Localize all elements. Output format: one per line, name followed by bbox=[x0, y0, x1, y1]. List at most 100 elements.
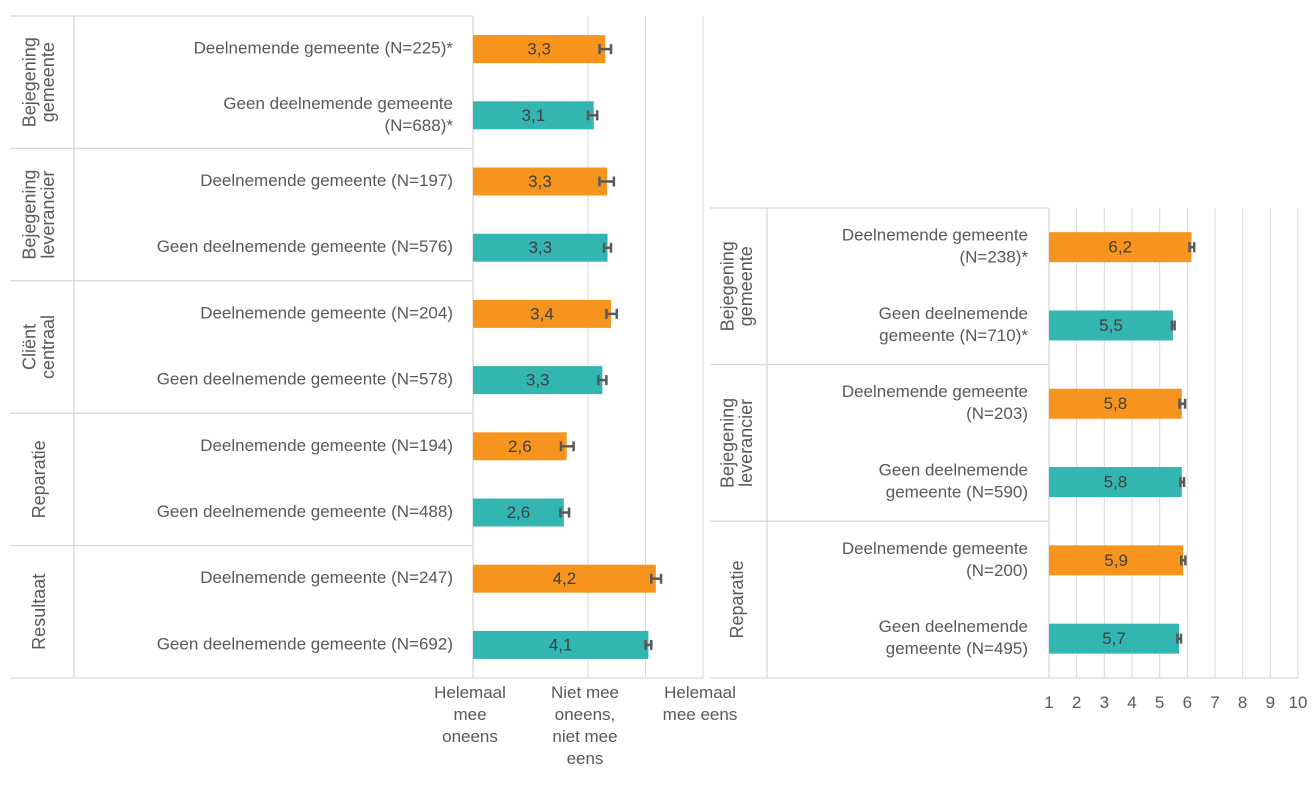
chart2-tick-label: 9 bbox=[1266, 693, 1275, 712]
chart2-category-label-line: gemeente (N=590) bbox=[886, 483, 1028, 502]
chart2-category-label-line: Deelnemende gemeente bbox=[842, 539, 1028, 558]
chart2-group-label: Bejegeninggemeente bbox=[717, 241, 756, 331]
chart1-group-label: Cliëntcentraal bbox=[19, 315, 58, 379]
chart1-category-label-line: Deelnemende gemeente (N=204) bbox=[200, 303, 453, 322]
chart1-bar bbox=[473, 498, 564, 527]
chart1-bar bbox=[473, 167, 607, 196]
chart2-data-label: 5,8 bbox=[1104, 394, 1128, 413]
chart1-group-label: Bejegeninggemeente bbox=[19, 37, 58, 127]
chart1-category-label-line: Geen deelnemende gemeente (N=576) bbox=[157, 237, 453, 256]
chart1-tick-label: Niet mee oneens, niet mee eens bbox=[551, 683, 619, 768]
chart1-tick-label-line: Helemaal bbox=[664, 683, 736, 702]
chart1-group-label-line: Bejegening bbox=[19, 37, 39, 127]
chart1-tick-label-line: mee bbox=[453, 705, 486, 724]
chart2-group-label-line: gemeente bbox=[736, 246, 756, 326]
chart1-tick-label-line: oneens bbox=[442, 727, 498, 746]
chart1-category-label: Geen deelnemende gemeente (N=692) bbox=[157, 634, 453, 653]
chart1-group-label: Reparatie bbox=[29, 440, 49, 518]
chart2-bar bbox=[1049, 310, 1173, 341]
chart2-category-label-line: (N=238)* bbox=[959, 248, 1028, 267]
chart1-tick-label: Helemaal mee oneens bbox=[434, 683, 506, 746]
chart1-category-label: Geen deelnemende gemeente (N=576) bbox=[157, 237, 453, 256]
chart2-category-label: Geen deelnemende gemeente (N=495) bbox=[879, 617, 1028, 658]
chart1-data-label: 4,1 bbox=[549, 635, 573, 654]
chart1-category-label: Geen deelnemende gemeente (N=688)* bbox=[223, 94, 453, 135]
chart1-tick-label: Helemaal mee eens bbox=[663, 683, 738, 724]
chart2-group-label-line: Reparatie bbox=[727, 560, 747, 638]
chart1-data-label: 3,3 bbox=[528, 238, 552, 257]
chart2-tick-label: 1 bbox=[1044, 693, 1053, 712]
chart1-bar bbox=[473, 432, 567, 461]
chart2-tick-label: 5 bbox=[1155, 693, 1164, 712]
chart1-data-label: 3,3 bbox=[528, 172, 552, 191]
chart2-group-label-line: leverancier bbox=[736, 399, 756, 487]
chart2-tick-label: 4 bbox=[1127, 693, 1136, 712]
chart2-tick-label: 6 bbox=[1183, 693, 1192, 712]
chart1-category-label: Geen deelnemende gemeente (N=488) bbox=[157, 502, 453, 521]
chart1-category-label: Deelnemende gemeente (N=197) bbox=[200, 171, 453, 190]
chart2-category-label-line: Deelnemende gemeente bbox=[842, 382, 1028, 401]
chart2-category-label-line: gemeente (N=710)* bbox=[879, 326, 1028, 345]
chart1-category-label-line: Deelnemende gemeente (N=225)* bbox=[194, 39, 454, 58]
chart1-category-label-line: Geen deelnemende gemeente (N=488) bbox=[157, 502, 453, 521]
chart1-group-label: Resultaat bbox=[29, 574, 49, 650]
chart2-data-label: 6,2 bbox=[1108, 238, 1132, 257]
chart1-bar bbox=[473, 564, 656, 593]
chart2-category-label: Deelnemende gemeente (N=203) bbox=[842, 382, 1028, 423]
chart2-data-label: 5,9 bbox=[1104, 551, 1128, 570]
chart2-category-label: Deelnemende gemeente (N=238)* bbox=[842, 226, 1029, 267]
chart1-category-label: Deelnemende gemeente (N=225)* bbox=[194, 39, 454, 58]
chart2-tick-label: 10 bbox=[1289, 693, 1308, 712]
chart1-tick-label-line: Helemaal bbox=[434, 683, 506, 702]
chart1-group-label-line: leverancier bbox=[38, 171, 58, 259]
chart1-category-label-line: Deelnemende gemeente (N=247) bbox=[200, 568, 453, 587]
chart2-tick-label: 3 bbox=[1100, 693, 1109, 712]
chart1-category-label: Deelnemende gemeente (N=247) bbox=[200, 568, 453, 587]
chart2-category-label-line: Geen deelnemende bbox=[879, 304, 1028, 323]
chart1-category-label-line: Geen deelnemende gemeente (N=578) bbox=[157, 370, 453, 389]
chart1-group-label-line: Reparatie bbox=[29, 440, 49, 518]
chart1-category-label: Deelnemende gemeente (N=194) bbox=[200, 436, 453, 455]
chart1-group-label: Bejegeningleverancier bbox=[19, 170, 58, 260]
chart1-bar bbox=[473, 366, 603, 395]
chart2-category-label-line: Geen deelnemende bbox=[879, 461, 1028, 480]
chart2-category-label-line: (N=200) bbox=[966, 561, 1028, 580]
chart1-category-label-line: (N=688)* bbox=[384, 116, 453, 135]
chart1-data-label: 3,1 bbox=[522, 106, 546, 125]
chart2-data-label: 5,8 bbox=[1104, 473, 1128, 492]
chart2-bar bbox=[1049, 467, 1182, 498]
chart1-group-label-line: centraal bbox=[38, 315, 58, 379]
chart2-tick-label: 2 bbox=[1072, 693, 1081, 712]
chart2-tick-label: 7 bbox=[1210, 693, 1219, 712]
chart2-category-label-line: Geen deelnemende bbox=[879, 617, 1028, 636]
chart2-data-label: 5,5 bbox=[1099, 316, 1123, 335]
chart1-data-label: 2,6 bbox=[507, 503, 531, 522]
chart2-bar bbox=[1049, 388, 1182, 419]
chart1-bar bbox=[473, 35, 606, 64]
chart1-data-label: 3,3 bbox=[527, 40, 551, 59]
chart1-group-label-line: Resultaat bbox=[29, 574, 49, 650]
chart1-group-label-line: Cliënt bbox=[19, 324, 39, 370]
chart1-category-label-line: Deelnemende gemeente (N=194) bbox=[200, 436, 453, 455]
chart1-data-label: 2,6 bbox=[508, 437, 532, 456]
chart1-group-label-line: Bejegening bbox=[19, 170, 39, 260]
chart1-data-label: 3,4 bbox=[530, 304, 554, 323]
chart2-group-label-line: Bejegening bbox=[717, 398, 737, 488]
chart2-tick-label: 8 bbox=[1238, 693, 1247, 712]
chart1-data-label: 4,2 bbox=[553, 569, 577, 588]
chart1-bar bbox=[473, 233, 608, 262]
chart2-group-label: Bejegeningleverancier bbox=[717, 398, 756, 488]
chart2-bar bbox=[1049, 623, 1180, 654]
chart1-bar bbox=[473, 630, 649, 659]
chart1-category-label-line: Geen deelnemende gemeente bbox=[223, 94, 453, 113]
chart1-bar bbox=[473, 101, 594, 130]
chart2-category-label: Geen deelnemende gemeente (N=590) bbox=[879, 461, 1028, 502]
chart1-bar bbox=[473, 299, 611, 328]
chart1-category-label-line: Geen deelnemende gemeente (N=692) bbox=[157, 634, 453, 653]
chart1-category-label-line: Deelnemende gemeente (N=197) bbox=[200, 171, 453, 190]
chart2-group-label: Reparatie bbox=[727, 560, 747, 638]
chart1-tick-label-line: eens bbox=[567, 749, 604, 768]
chart2-category-label-line: Deelnemende gemeente bbox=[842, 226, 1028, 245]
